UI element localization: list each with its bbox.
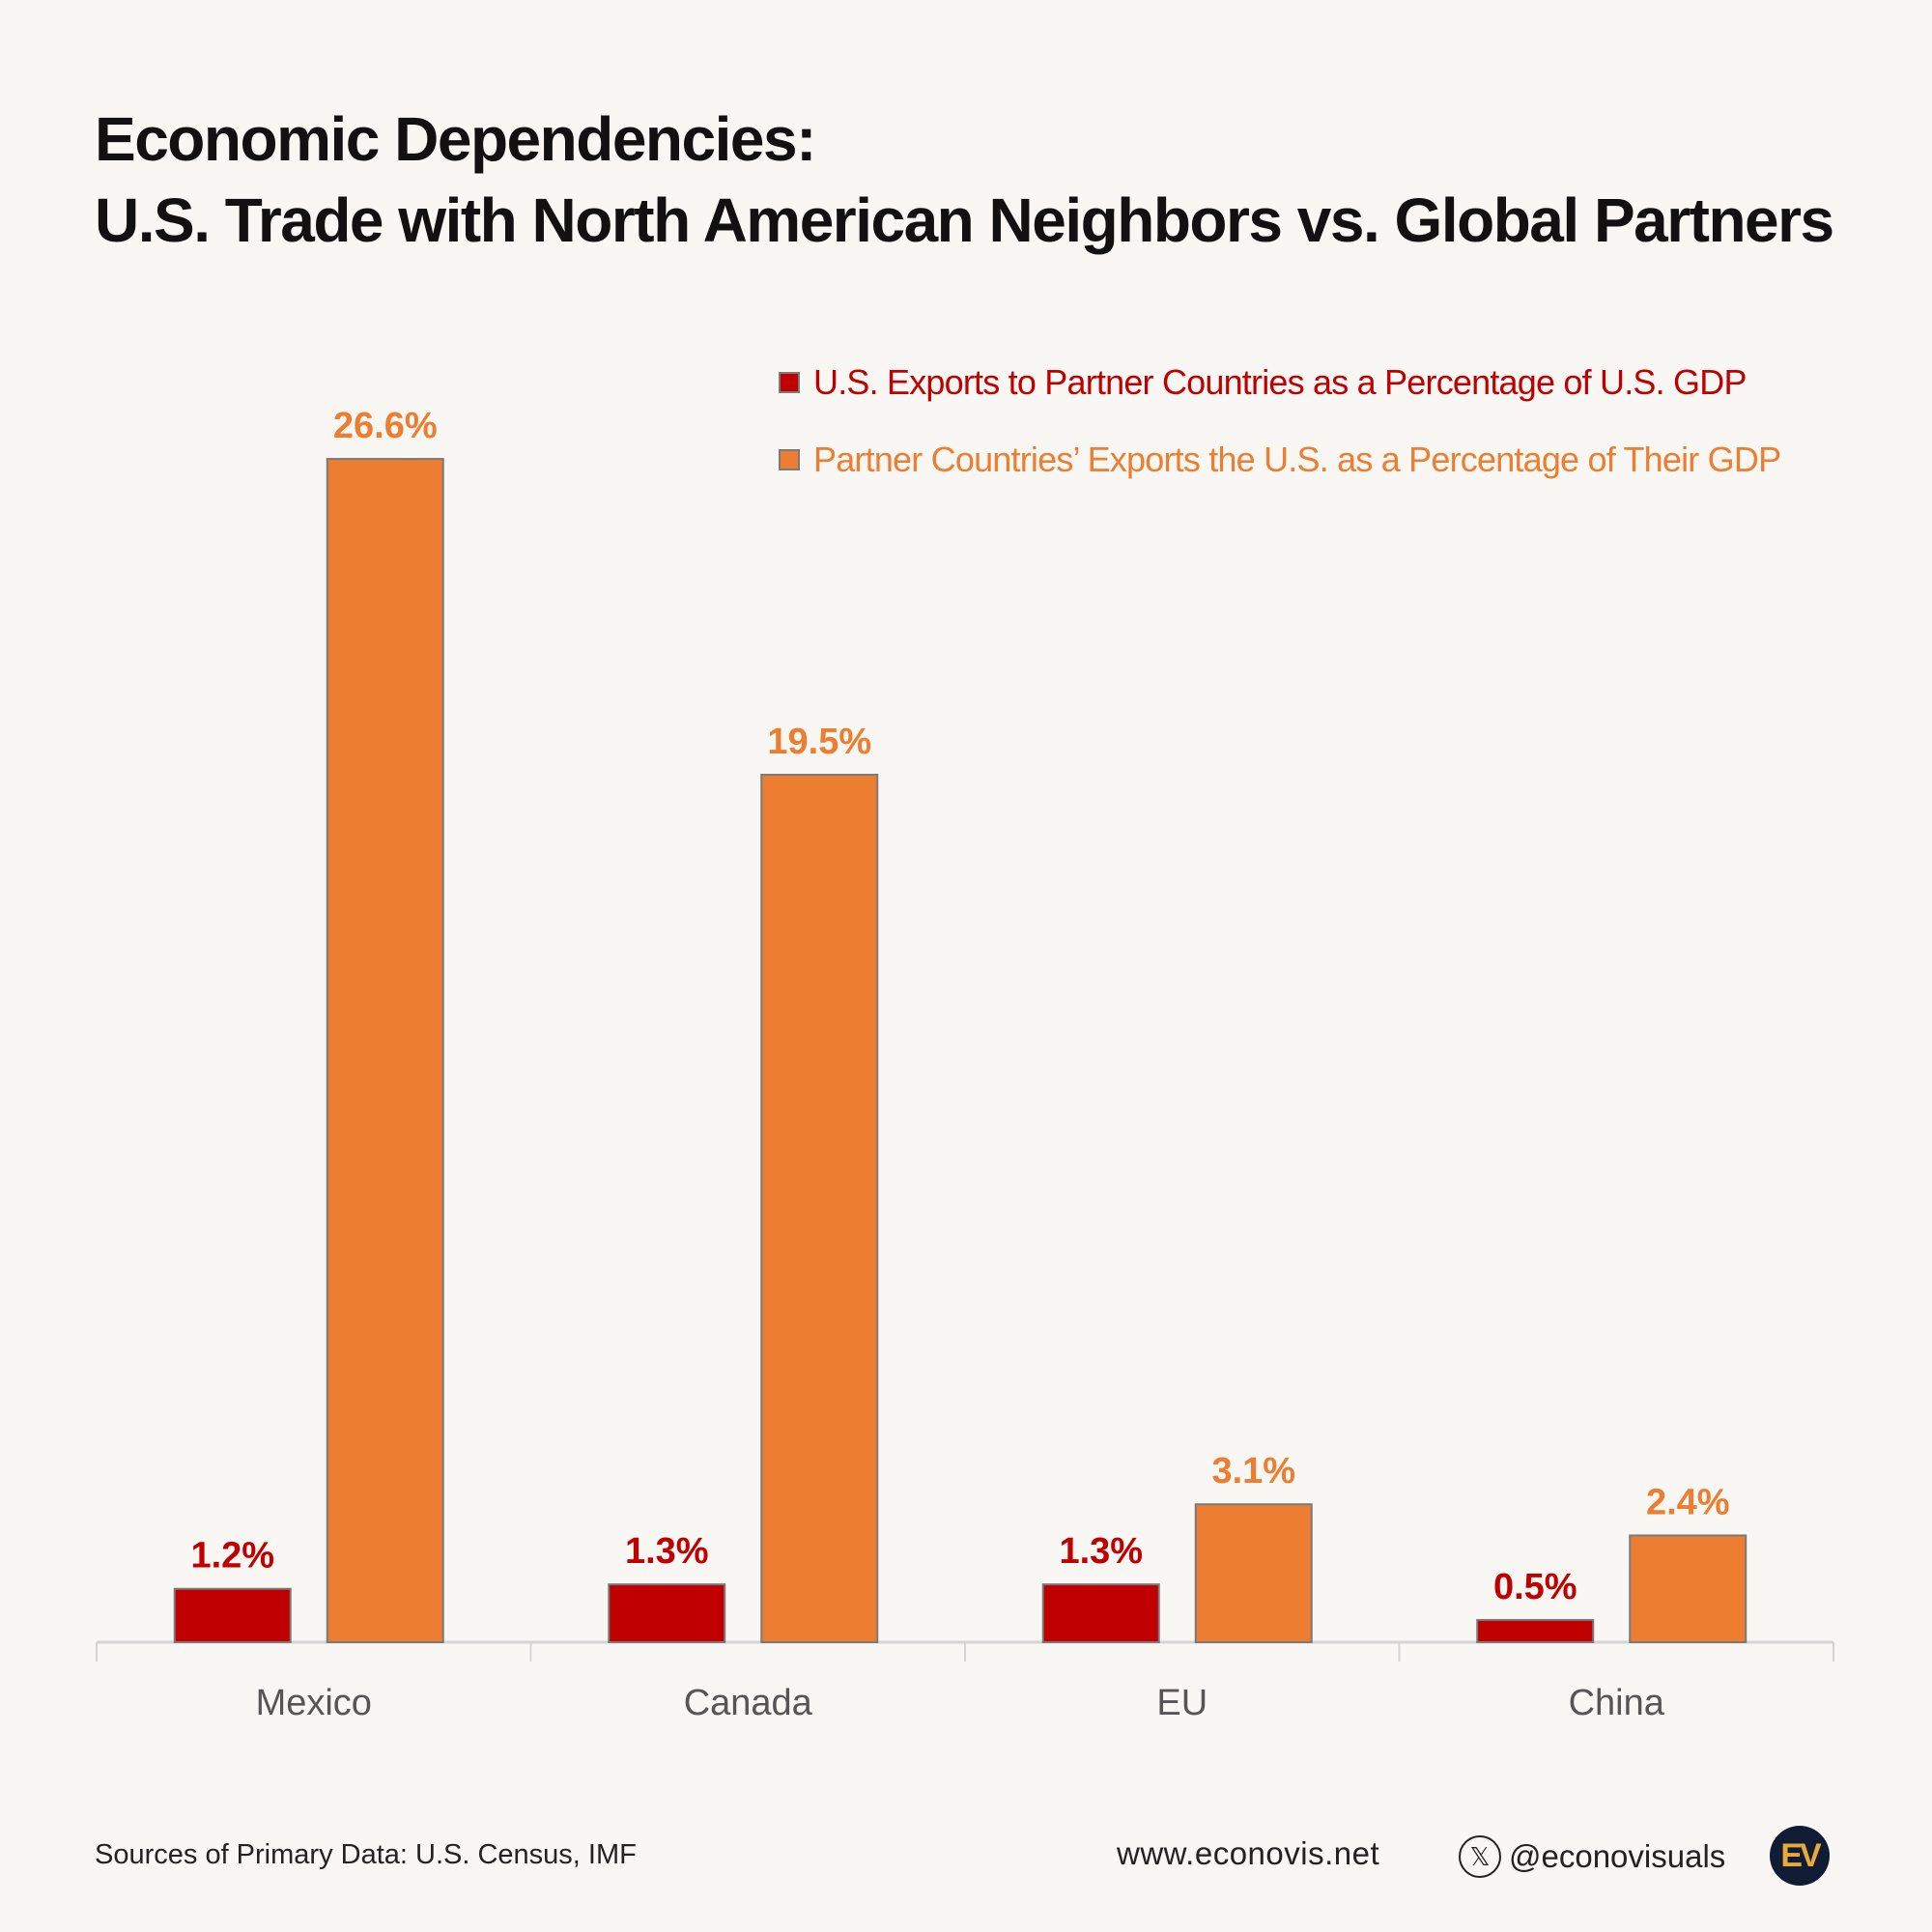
data-label: 19.5% [767, 722, 871, 762]
legend: U.S. Exports to Partner Countries as a P… [779, 344, 1781, 498]
x-tick-label: China [1569, 1683, 1665, 1723]
bar-partner-exports [760, 774, 879, 1643]
source-note: Sources of Primary Data: U.S. Census, IM… [95, 1839, 637, 1870]
legend-item-partner-exports: Partner Countries’ Exports the U.S. as a… [779, 421, 1781, 498]
data-label: 2.4% [1646, 1482, 1730, 1522]
bar-partner-exports [326, 458, 444, 1644]
x-tick-label: Canada [684, 1683, 813, 1723]
data-label: 1.2% [190, 1536, 274, 1577]
bar-us-exports [1041, 1583, 1160, 1644]
x-tick-label: EU [1156, 1683, 1208, 1723]
x-tick-label: Mexico [256, 1683, 372, 1723]
bar-partner-exports [1194, 1503, 1313, 1643]
x-logo-icon: 𝕏 [1459, 1835, 1501, 1878]
data-label: 3.1% [1211, 1451, 1295, 1492]
legend-label: Partner Countries’ Exports the U.S. as a… [813, 440, 1781, 479]
chart-title: Economic Dependencies: [95, 104, 816, 174]
bar-us-exports [1476, 1618, 1595, 1643]
bar-partner-exports [1629, 1534, 1747, 1643]
legend-label: U.S. Exports to Partner Countries as a P… [813, 362, 1747, 402]
chart-subtitle: U.S. Trade with North American Neighbors… [95, 185, 1834, 255]
data-label: 0.5% [1493, 1567, 1577, 1607]
econovis-logo: EV [1770, 1826, 1830, 1886]
x-handle: @econovisuals [1509, 1838, 1726, 1874]
website-link[interactable]: www.econovis.net [1117, 1835, 1380, 1871]
legend-swatch-orange [779, 449, 800, 470]
legend-item-us-exports: U.S. Exports to Partner Countries as a P… [779, 344, 1780, 421]
bar-us-exports [608, 1583, 726, 1644]
bar-us-exports [173, 1587, 292, 1643]
social-handle[interactable]: 𝕏 @econovisuals [1459, 1835, 1725, 1878]
data-label: 1.3% [1059, 1531, 1143, 1572]
chart-title-block: Economic Dependencies: U.S. Trade with N… [95, 99, 1834, 261]
legend-swatch-red [779, 372, 800, 393]
data-label: 1.3% [625, 1531, 709, 1572]
data-label: 26.6% [333, 406, 438, 446]
